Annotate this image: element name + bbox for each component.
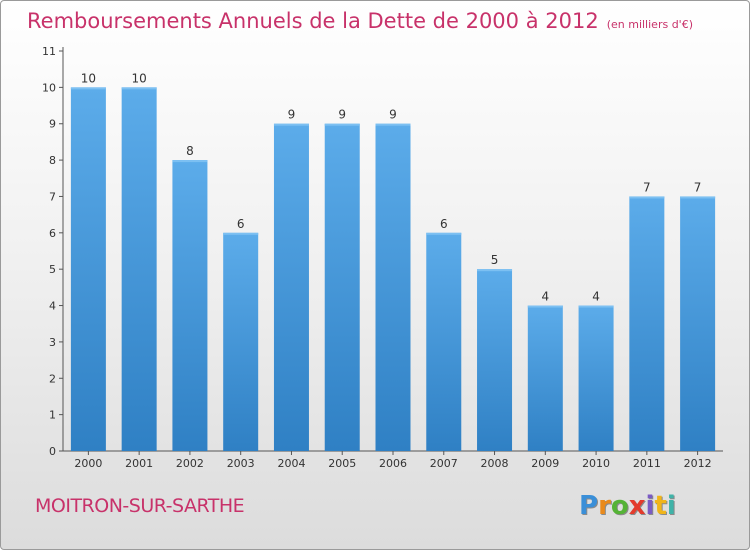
bar bbox=[527, 305, 563, 451]
bar-value-label: 9 bbox=[389, 108, 397, 122]
x-tick-label: 2002 bbox=[176, 457, 204, 470]
bar-value-label: 6 bbox=[440, 217, 448, 231]
bar-value-label: 4 bbox=[541, 290, 549, 304]
bar bbox=[324, 123, 360, 452]
bar-highlight bbox=[70, 87, 106, 90]
y-tick-label: 3 bbox=[49, 336, 56, 349]
bar-highlight bbox=[426, 232, 462, 235]
bar-highlight bbox=[375, 123, 411, 126]
y-tick-label: 0 bbox=[49, 445, 56, 458]
bar-highlight bbox=[527, 305, 563, 308]
chart-subtitle: (en milliers d'€) bbox=[606, 18, 693, 31]
bar bbox=[578, 305, 614, 451]
bar-highlight bbox=[629, 196, 665, 199]
chart-title-text: Remboursements Annuels de la Dette de 20… bbox=[27, 9, 599, 33]
labels: 10 2000 10 2001 8 2002 6 2003 9 2004 9 2005 9 2006 6 20… bbox=[74, 71, 711, 470]
y-tick-label: 10 bbox=[42, 81, 56, 94]
x-tick-label: 2000 bbox=[74, 457, 102, 470]
y-tick-label: 8 bbox=[49, 154, 56, 167]
bar-value-label: 9 bbox=[338, 108, 346, 122]
bar-value-label: 9 bbox=[288, 108, 296, 122]
y-tick-label: 9 bbox=[49, 118, 56, 131]
bar bbox=[172, 160, 208, 451]
x-tick-label: 2003 bbox=[227, 457, 255, 470]
y-tick-label: 5 bbox=[49, 263, 56, 276]
bar-value-label: 10 bbox=[81, 71, 96, 85]
bar-highlight bbox=[121, 87, 157, 90]
bar bbox=[477, 269, 513, 451]
logo-letter: i bbox=[645, 491, 655, 521]
bar-value-label: 4 bbox=[592, 290, 600, 304]
bar-value-label: 7 bbox=[694, 180, 702, 194]
y-tick-label: 11 bbox=[42, 45, 56, 58]
logo-letter: i bbox=[666, 491, 676, 521]
bar bbox=[375, 123, 411, 452]
bar bbox=[121, 87, 157, 451]
logo-letter: P bbox=[579, 491, 599, 521]
x-tick-label: 2008 bbox=[481, 457, 509, 470]
bar bbox=[273, 123, 309, 452]
bar bbox=[223, 232, 259, 451]
x-tick-label: 2001 bbox=[125, 457, 153, 470]
y-tick-label: 2 bbox=[49, 372, 56, 385]
logo-letter: o bbox=[610, 491, 629, 521]
bar-highlight bbox=[172, 160, 208, 163]
bar-highlight bbox=[578, 305, 614, 308]
x-tick-label: 2005 bbox=[328, 457, 356, 470]
bar-value-label: 5 bbox=[491, 253, 499, 267]
proxiti-logo: Proxiti bbox=[579, 491, 676, 521]
bar bbox=[680, 196, 716, 451]
commune-name: MOITRON-SUR-SARTHE bbox=[35, 495, 245, 517]
x-tick-label: 2009 bbox=[531, 457, 559, 470]
logo-letter: x bbox=[628, 491, 646, 521]
bar bbox=[629, 196, 665, 451]
bar-highlight bbox=[223, 232, 259, 235]
x-tick-label: 2010 bbox=[582, 457, 610, 470]
bar-value-label: 6 bbox=[237, 217, 245, 231]
bar-value-label: 10 bbox=[132, 71, 147, 85]
x-tick-label: 2011 bbox=[633, 457, 661, 470]
logo-letter: t bbox=[654, 491, 667, 521]
y-tick-label: 1 bbox=[49, 409, 56, 422]
bar-highlight bbox=[680, 196, 716, 199]
bar bbox=[70, 87, 106, 451]
bar bbox=[426, 232, 462, 451]
y-tick-label: 7 bbox=[49, 190, 56, 203]
bar-value-label: 8 bbox=[186, 144, 194, 158]
logo-letter: r bbox=[598, 491, 611, 521]
x-tick-label: 2004 bbox=[277, 457, 305, 470]
y-tick-label: 4 bbox=[49, 300, 56, 313]
y-tick-label: 6 bbox=[49, 227, 56, 240]
bar-highlight bbox=[324, 123, 360, 126]
bars bbox=[70, 87, 716, 452]
bar-value-label: 7 bbox=[643, 180, 651, 194]
x-tick-label: 2006 bbox=[379, 457, 407, 470]
bar-highlight bbox=[273, 123, 309, 126]
x-tick-label: 2012 bbox=[684, 457, 712, 470]
x-tick-label: 2007 bbox=[430, 457, 458, 470]
bar-highlight bbox=[477, 269, 513, 272]
chart-title: Remboursements Annuels de la Dette de 20… bbox=[27, 9, 693, 33]
